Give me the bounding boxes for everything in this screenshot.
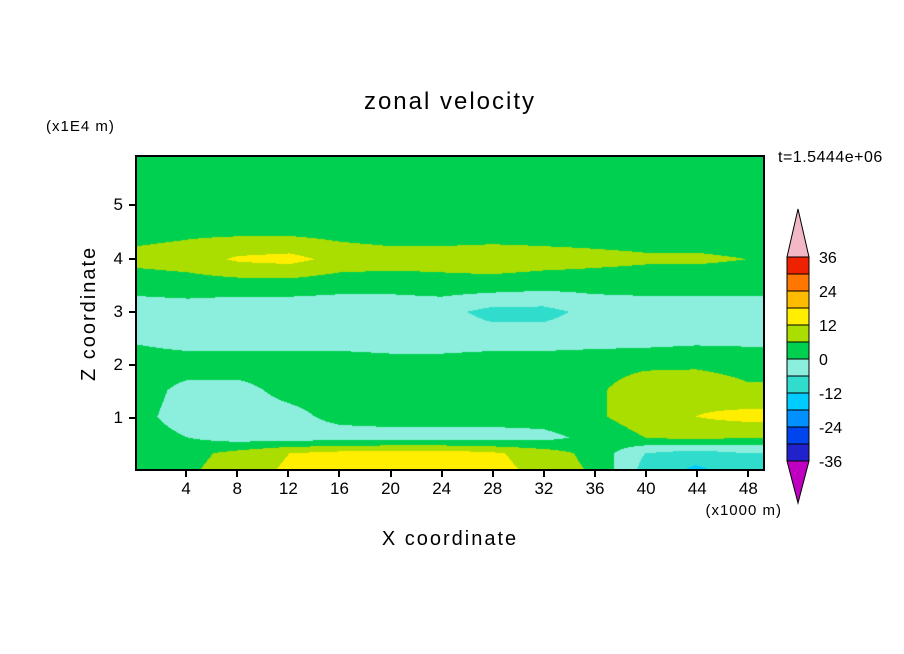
x-tick-mark [236, 471, 239, 477]
colorbar-label: 0 [819, 352, 828, 369]
y-tick-mark [129, 310, 135, 313]
x-tick-label: 44 [687, 479, 707, 498]
x-tick-label: 20 [381, 479, 401, 498]
x-tick-mark [542, 471, 545, 477]
x-tick-label: 12 [278, 479, 298, 498]
colorbar-segment [786, 358, 810, 377]
y-tick-label: 3 [113, 301, 123, 321]
x-tick-mark [491, 471, 494, 477]
x-tick-mark [287, 471, 290, 477]
x-tick-label: 16 [329, 479, 349, 498]
colorbar-segment [786, 307, 810, 326]
x-tick-label: 4 [181, 479, 191, 498]
y-tick-mark [129, 257, 135, 260]
colorbar-label: 24 [819, 284, 837, 301]
y-tick-label: 4 [113, 248, 123, 268]
colorbar-segment [786, 273, 810, 292]
x-tick-mark [696, 471, 699, 477]
x-tick-mark [338, 471, 341, 477]
colorbar-label: -36 [819, 454, 842, 471]
x-tick-mark [645, 471, 648, 477]
y-tick-label: 2 [113, 354, 123, 374]
colorbar-label: -24 [819, 420, 842, 437]
y-tick-mark [129, 416, 135, 419]
colorbar-over-arrow [786, 208, 810, 258]
colorbar-label: 36 [819, 250, 837, 267]
x-tick-label: 28 [483, 479, 503, 498]
colorbar-segment [786, 426, 810, 445]
x-tick-mark [747, 471, 750, 477]
x-tick-label: 24 [432, 479, 452, 498]
colorbar-segment [786, 375, 810, 394]
x-axis-unit: (x1000 m) [705, 502, 782, 519]
x-tick-label: 40 [636, 479, 656, 498]
y-tick-mark [129, 204, 135, 207]
x-tick-mark [389, 471, 392, 477]
y-tick-label: 5 [113, 195, 123, 215]
x-tick-mark [594, 471, 597, 477]
y-axis-unit: (x1E4 m) [46, 118, 115, 135]
chart-title: zonal velocity [363, 88, 537, 115]
colorbar-segment [786, 324, 810, 343]
colorbar-segment [786, 443, 810, 462]
y-tick-label: 1 [113, 407, 123, 427]
y-tick-mark [129, 363, 135, 366]
colorbar-label: -12 [819, 386, 842, 403]
plot-area [135, 155, 765, 471]
x-tick-label: 8 [232, 479, 242, 498]
x-tick-label: 32 [534, 479, 554, 498]
colorbar-label: 12 [819, 318, 837, 335]
x-tick-mark [440, 471, 443, 477]
colorbar-segment [786, 409, 810, 428]
x-tick-label: 48 [738, 479, 758, 498]
x-tick-label: 36 [585, 479, 605, 498]
colorbar-segment [786, 256, 810, 275]
colorbar-under-arrow [786, 460, 810, 505]
contour-field-canvas [137, 157, 763, 469]
colorbar-segment [786, 341, 810, 360]
x-tick-mark [185, 471, 188, 477]
colorbar-segment [786, 290, 810, 309]
timestamp-label: t=1.5444e+06 [778, 149, 883, 166]
x-axis-label: X coordinate [381, 528, 519, 550]
colorbar: 36 24 12 0 -12 -24 -36 [786, 208, 842, 505]
colorbar-segment [786, 392, 810, 411]
